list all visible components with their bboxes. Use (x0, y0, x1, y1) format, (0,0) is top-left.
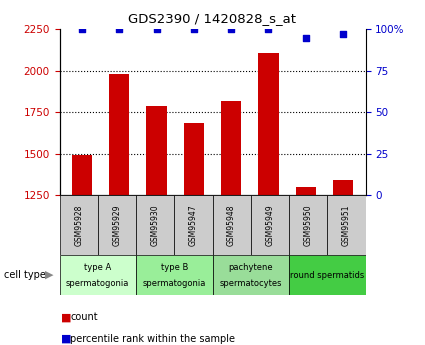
Text: cell type: cell type (4, 270, 46, 280)
Bar (184, 123, 204, 345)
Text: type B: type B (161, 264, 188, 273)
Bar (289, 195, 327, 255)
Point (190, 27, 197, 32)
Text: ■: ■ (61, 313, 71, 322)
Point (265, 27, 272, 32)
Bar (258, 53, 279, 345)
Bar (212, 195, 251, 255)
Text: GSM95951: GSM95951 (342, 204, 351, 246)
Bar (109, 74, 130, 345)
Bar (221, 100, 241, 345)
Point (340, 31, 346, 37)
Bar (327, 195, 366, 255)
Bar (60, 255, 136, 295)
Point (153, 27, 160, 32)
Bar (146, 106, 167, 345)
Bar (72, 155, 92, 345)
Point (228, 27, 235, 32)
Text: pachytene: pachytene (229, 264, 273, 273)
Bar (60, 195, 98, 255)
Text: GSM95950: GSM95950 (303, 204, 313, 246)
Text: GDS2390 / 1420828_s_at: GDS2390 / 1420828_s_at (128, 12, 297, 25)
Text: spermatogonia: spermatogonia (66, 279, 130, 288)
Text: type A: type A (84, 264, 111, 273)
Text: spermatocytes: spermatocytes (219, 279, 282, 288)
Text: ■: ■ (61, 334, 71, 344)
Text: GSM95947: GSM95947 (189, 204, 198, 246)
Text: round spermatids: round spermatids (290, 270, 364, 280)
Text: ▶: ▶ (45, 270, 53, 280)
Bar (136, 255, 212, 295)
Text: GSM95929: GSM95929 (112, 204, 122, 246)
Text: spermatogonia: spermatogonia (142, 279, 206, 288)
Point (116, 27, 122, 32)
Bar (174, 195, 212, 255)
Text: percentile rank within the sample: percentile rank within the sample (70, 334, 235, 344)
Bar (251, 195, 289, 255)
Text: GSM95930: GSM95930 (150, 204, 160, 246)
Bar (289, 255, 366, 295)
Text: GSM95928: GSM95928 (74, 205, 83, 246)
Point (79, 27, 85, 32)
Bar (136, 195, 174, 255)
Point (303, 35, 309, 40)
Text: GSM95949: GSM95949 (265, 204, 275, 246)
Text: count: count (70, 313, 98, 322)
Bar (295, 187, 316, 345)
Bar (212, 255, 289, 295)
Bar (98, 195, 136, 255)
Text: GSM95948: GSM95948 (227, 204, 236, 246)
Bar (333, 180, 353, 345)
